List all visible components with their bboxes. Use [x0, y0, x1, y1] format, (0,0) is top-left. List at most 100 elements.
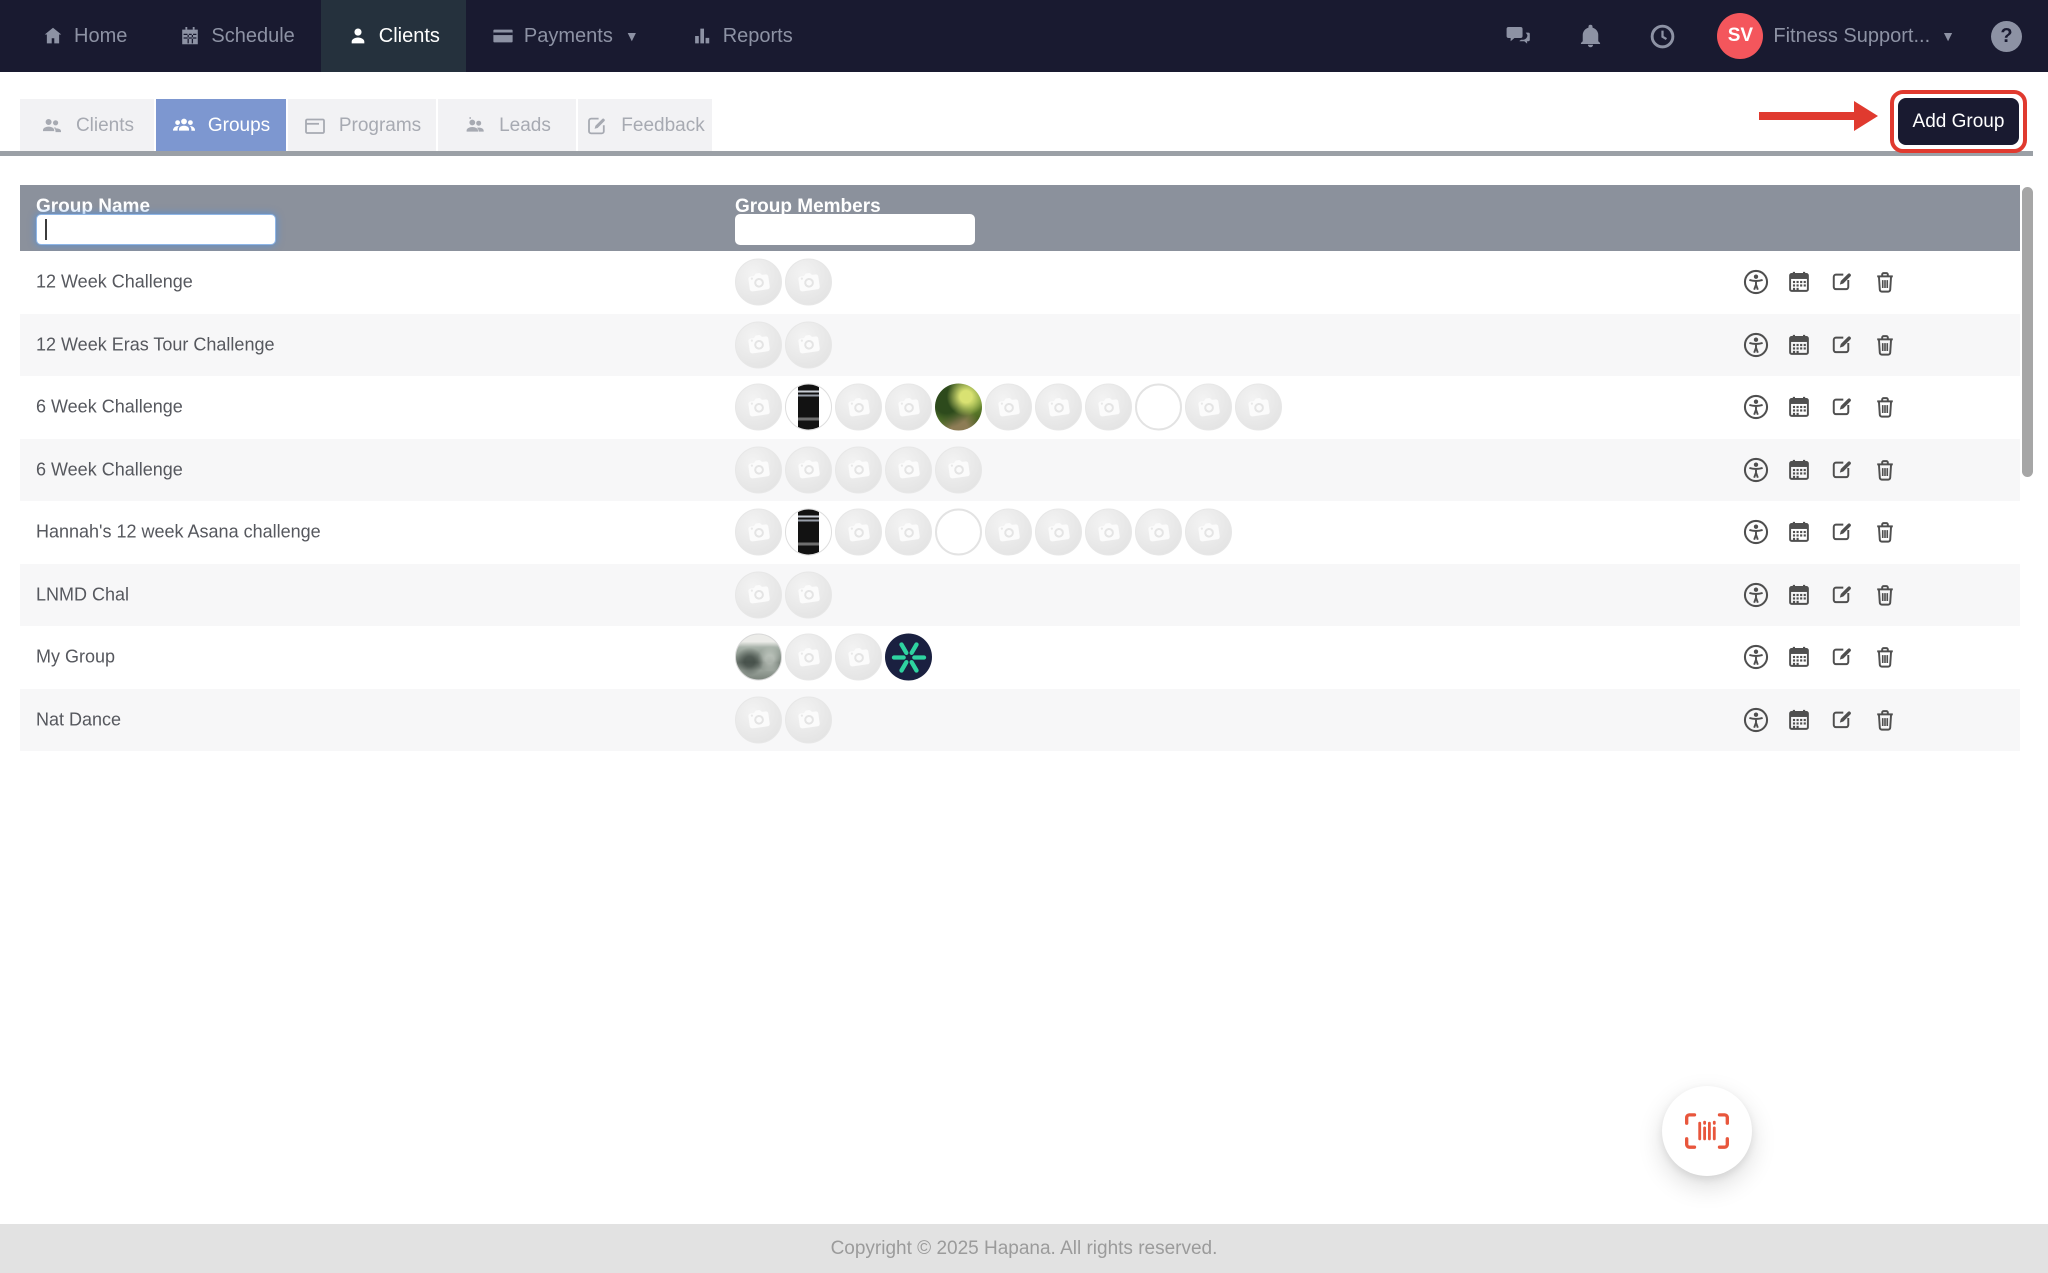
clock-icon[interactable]: [1647, 21, 1677, 51]
top-nav: Home Schedule Clients Payments ▼ Reports: [0, 0, 2048, 72]
vertical-scrollbar[interactable]: [2022, 187, 2033, 477]
universal-access-icon[interactable]: [1743, 582, 1769, 608]
member-avatar[interactable]: [985, 508, 1032, 556]
member-avatar[interactable]: [835, 383, 882, 431]
universal-access-icon[interactable]: [1743, 394, 1769, 420]
member-avatar[interactable]: [1135, 508, 1182, 556]
member-avatar[interactable]: [1235, 383, 1282, 431]
tab-feedback[interactable]: Feedback: [578, 99, 712, 153]
calendar-icon[interactable]: [1786, 394, 1812, 420]
member-avatar[interactable]: [785, 258, 832, 306]
member-avatar[interactable]: [835, 446, 882, 494]
group-members-filter-input[interactable]: [735, 214, 975, 245]
universal-access-icon[interactable]: [1743, 269, 1769, 295]
member-avatar[interactable]: [1085, 383, 1132, 431]
delete-icon[interactable]: [1872, 394, 1898, 420]
edit-icon[interactable]: [1829, 457, 1855, 483]
member-avatar[interactable]: [735, 571, 782, 619]
delete-icon[interactable]: [1872, 332, 1898, 358]
nav-item-label: Schedule: [211, 24, 295, 47]
member-avatar[interactable]: [785, 571, 832, 619]
delete-icon[interactable]: [1872, 582, 1898, 608]
tab-groups[interactable]: Groups: [156, 99, 286, 153]
nav-item-home[interactable]: Home: [16, 0, 153, 72]
calendar-icon[interactable]: [1786, 707, 1812, 733]
edit-icon[interactable]: [1829, 519, 1855, 545]
member-avatar[interactable]: [735, 321, 782, 369]
member-avatar[interactable]: [785, 696, 832, 744]
add-group-button[interactable]: Add Group: [1898, 98, 2019, 145]
member-avatar[interactable]: [785, 321, 832, 369]
member-avatar[interactable]: [735, 508, 782, 556]
edit-icon[interactable]: [1829, 269, 1855, 295]
member-avatar[interactable]: [985, 383, 1032, 431]
delete-icon[interactable]: [1872, 457, 1898, 483]
edit-icon[interactable]: [1829, 644, 1855, 670]
column-header-group-name[interactable]: Group Name: [36, 196, 151, 217]
group-name-cell: Nat Dance: [36, 709, 122, 730]
calendar-icon[interactable]: [1786, 582, 1812, 608]
member-avatar[interactable]: [785, 633, 832, 681]
tab-programs[interactable]: Programs: [288, 99, 436, 153]
calendar-icon[interactable]: [1786, 269, 1812, 295]
member-avatar[interactable]: [785, 383, 832, 431]
footer: Copyright © 2025 Hapana. All rights rese…: [0, 1224, 2048, 1273]
account-menu[interactable]: Fitness Support... ▼: [1773, 25, 1955, 48]
member-avatar[interactable]: [885, 633, 932, 681]
nav-item-reports[interactable]: Reports: [665, 0, 819, 72]
calendar-icon[interactable]: [1786, 644, 1812, 670]
calendar-icon[interactable]: [1786, 332, 1812, 358]
member-avatar[interactable]: [835, 508, 882, 556]
edit-icon[interactable]: [1829, 582, 1855, 608]
tab-leads[interactable]: Leads: [438, 99, 576, 153]
universal-access-icon[interactable]: [1743, 457, 1769, 483]
help-icon[interactable]: ?: [1991, 20, 2022, 52]
bell-icon[interactable]: [1575, 21, 1605, 51]
member-avatar[interactable]: [1035, 383, 1082, 431]
group-name-filter-input[interactable]: [36, 214, 276, 245]
member-avatar[interactable]: [1185, 508, 1232, 556]
member-avatar[interactable]: [735, 633, 782, 681]
nav-item-payments[interactable]: Payments ▼: [466, 0, 665, 72]
chat-icon[interactable]: [1503, 21, 1533, 51]
nav-item-schedule[interactable]: Schedule: [153, 0, 320, 72]
member-avatar[interactable]: [835, 633, 882, 681]
member-avatar[interactable]: [935, 383, 982, 431]
universal-access-icon[interactable]: [1743, 707, 1769, 733]
member-avatar[interactable]: [1185, 383, 1232, 431]
member-avatar[interactable]: [735, 383, 782, 431]
row-actions: [1743, 332, 1898, 358]
member-avatar[interactable]: [935, 446, 982, 494]
member-avatar[interactable]: [735, 696, 782, 744]
member-avatar[interactable]: [1085, 508, 1132, 556]
universal-access-icon[interactable]: [1743, 332, 1769, 358]
delete-icon[interactable]: [1872, 644, 1898, 670]
member-avatar[interactable]: [885, 508, 932, 556]
member-avatar[interactable]: [735, 258, 782, 306]
edit-icon[interactable]: [1829, 394, 1855, 420]
member-avatar[interactable]: [885, 383, 932, 431]
nav-item-clients[interactable]: Clients: [320, 0, 466, 72]
row-actions: [1743, 644, 1898, 670]
barcode-scan-button[interactable]: [1662, 1086, 1752, 1176]
universal-access-icon[interactable]: [1743, 519, 1769, 545]
member-avatar[interactable]: [785, 508, 832, 556]
barcode-scan-icon: [1685, 1113, 1729, 1149]
member-avatar[interactable]: [1135, 383, 1182, 431]
universal-access-icon[interactable]: [1743, 644, 1769, 670]
calendar-icon[interactable]: [1786, 519, 1812, 545]
member-avatar[interactable]: [935, 508, 982, 556]
edit-icon[interactable]: [1829, 332, 1855, 358]
delete-icon[interactable]: [1872, 707, 1898, 733]
column-header-group-members[interactable]: Group Members: [735, 196, 881, 217]
member-avatar[interactable]: [885, 446, 932, 494]
member-avatar[interactable]: [735, 446, 782, 494]
member-avatar[interactable]: [1035, 508, 1082, 556]
delete-icon[interactable]: [1872, 519, 1898, 545]
edit-icon[interactable]: [1829, 707, 1855, 733]
member-avatar[interactable]: [785, 446, 832, 494]
tab-clients[interactable]: Clients: [20, 99, 154, 153]
calendar-icon[interactable]: [1786, 457, 1812, 483]
delete-icon[interactable]: [1872, 269, 1898, 295]
avatar[interactable]: SV: [1717, 13, 1764, 59]
